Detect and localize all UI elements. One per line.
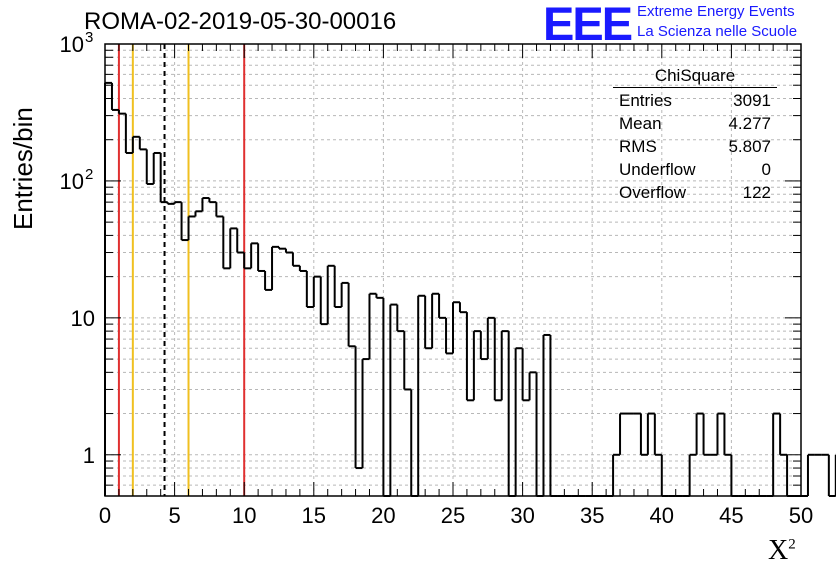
y-tick-label: 10 — [60, 32, 84, 57]
y-tick-label: 10 — [71, 306, 95, 331]
stats-label: Underflow — [619, 160, 696, 179]
stats-value: 3091 — [733, 91, 771, 110]
stats-label: RMS — [619, 137, 657, 156]
stats-row-overflow: Overflow 122 — [611, 181, 779, 204]
x-tick-label: 35 — [580, 503, 604, 528]
x-tick-label: 25 — [441, 503, 465, 528]
eee-logo: EEE — [543, 0, 633, 50]
stats-label: Entries — [619, 91, 672, 110]
x-tick-label: 15 — [302, 503, 326, 528]
stats-row-mean: Mean 4.277 — [611, 112, 779, 135]
y-axis-label: Entries/bin — [8, 107, 38, 230]
stats-value: 5.807 — [728, 137, 771, 156]
stats-label: Mean — [619, 114, 662, 133]
stats-row-entries: Entries 3091 — [611, 89, 779, 112]
y-tick-label: 1 — [83, 443, 95, 468]
stats-row-underflow: Underflow 0 — [611, 158, 779, 181]
run-title: ROMA-02-2019-05-30-00016 — [84, 8, 397, 35]
x-tick-label: 10 — [232, 503, 256, 528]
x-axis-label: X2 — [768, 535, 796, 566]
x-tick-label: 30 — [510, 503, 534, 528]
logo-line-1: Extreme Energy Events — [637, 3, 795, 20]
x-tick-label: 50 — [789, 503, 813, 528]
y-tick-exponent: 2 — [85, 166, 93, 183]
stats-box: ChiSquare Entries 3091 Mean 4.277 RMS 5.… — [611, 66, 779, 204]
y-tick-label: 10 — [60, 169, 84, 194]
x-tick-label: 0 — [99, 503, 111, 528]
stats-value: 4.277 — [728, 114, 771, 133]
stats-value: 0 — [761, 160, 771, 179]
stats-label: Overflow — [619, 183, 687, 202]
x-tick-label: 40 — [650, 503, 674, 528]
logo-line-2: La Scienza nelle Scuole — [637, 23, 798, 40]
x-tick-label: 20 — [371, 503, 395, 528]
x-tick-label: 5 — [168, 503, 180, 528]
stats-title: ChiSquare — [613, 66, 777, 88]
stats-value: 122 — [742, 183, 771, 202]
stats-row-rms: RMS 5.807 — [611, 135, 779, 158]
y-tick-exponent: 3 — [85, 29, 93, 46]
x-tick-label: 45 — [719, 503, 743, 528]
